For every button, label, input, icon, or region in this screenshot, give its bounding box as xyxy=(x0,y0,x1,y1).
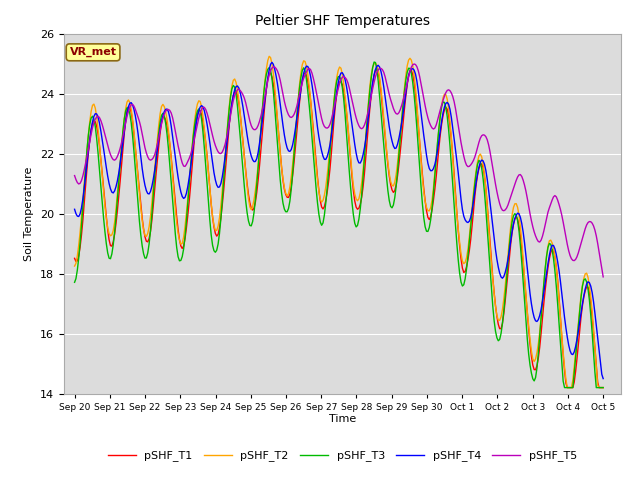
Line: pSHF_T2: pSHF_T2 xyxy=(75,56,603,387)
pSHF_T2 xyxy=(598,384,605,390)
Line: pSHF_T3: pSHF_T3 xyxy=(75,62,603,387)
pSHF_T3 xyxy=(598,384,605,390)
pSHF_T2 xyxy=(344,121,352,127)
pSHF_T5 xyxy=(449,94,456,99)
pSHF_T1 xyxy=(527,353,535,359)
Line: pSHF_T1: pSHF_T1 xyxy=(75,70,603,387)
pSHF_T5 xyxy=(527,218,535,224)
pSHF_T1 xyxy=(598,384,605,390)
pSHF_T3 xyxy=(449,181,456,187)
pSHF_T5 xyxy=(596,258,604,264)
pSHF_T3 xyxy=(105,255,113,261)
pSHF_T1 xyxy=(599,384,607,390)
Title: Peltier SHF Temperatures: Peltier SHF Temperatures xyxy=(255,14,430,28)
Line: pSHF_T5: pSHF_T5 xyxy=(75,64,603,277)
pSHF_T2 xyxy=(527,348,535,354)
pSHF_T5 xyxy=(105,147,113,153)
pSHF_T1 xyxy=(89,120,97,126)
pSHF_T4 xyxy=(449,125,456,131)
pSHF_T4 xyxy=(105,180,113,186)
pSHF_T3 xyxy=(342,130,350,136)
pSHF_T2 xyxy=(449,155,456,160)
pSHF_T2 xyxy=(71,263,79,269)
pSHF_T4 xyxy=(596,360,604,366)
pSHF_T3 xyxy=(370,59,378,65)
pSHF_T1 xyxy=(563,384,571,390)
pSHF_T2 xyxy=(563,384,571,390)
pSHF_T2 xyxy=(599,384,607,390)
pSHF_T5 xyxy=(599,274,607,280)
pSHF_T4 xyxy=(527,301,535,307)
pSHF_T3 xyxy=(527,370,535,376)
pSHF_T4 xyxy=(599,376,607,382)
X-axis label: Time: Time xyxy=(329,414,356,424)
Line: pSHF_T4: pSHF_T4 xyxy=(75,62,603,379)
pSHF_T1 xyxy=(105,237,113,243)
pSHF_T4 xyxy=(268,60,276,65)
pSHF_T2 xyxy=(105,231,113,237)
pSHF_T3 xyxy=(599,384,607,390)
pSHF_T5 xyxy=(71,173,79,179)
pSHF_T4 xyxy=(344,92,352,98)
pSHF_T5 xyxy=(89,125,97,131)
pSHF_T1 xyxy=(342,109,350,115)
pSHF_T2 xyxy=(89,102,97,108)
pSHF_T3 xyxy=(561,384,568,390)
Text: VR_met: VR_met xyxy=(70,47,116,58)
Y-axis label: Soil Temperature: Soil Temperature xyxy=(24,167,35,261)
pSHF_T1 xyxy=(71,255,79,261)
pSHF_T3 xyxy=(89,113,97,119)
pSHF_T2 xyxy=(266,53,273,59)
pSHF_T5 xyxy=(410,61,418,67)
pSHF_T4 xyxy=(71,206,79,212)
pSHF_T1 xyxy=(449,153,456,159)
pSHF_T1 xyxy=(373,67,381,72)
Legend: pSHF_T1, pSHF_T2, pSHF_T3, pSHF_T4, pSHF_T5: pSHF_T1, pSHF_T2, pSHF_T3, pSHF_T4, pSHF… xyxy=(103,446,582,466)
pSHF_T4 xyxy=(89,119,97,125)
pSHF_T5 xyxy=(342,76,350,82)
pSHF_T3 xyxy=(71,279,79,285)
